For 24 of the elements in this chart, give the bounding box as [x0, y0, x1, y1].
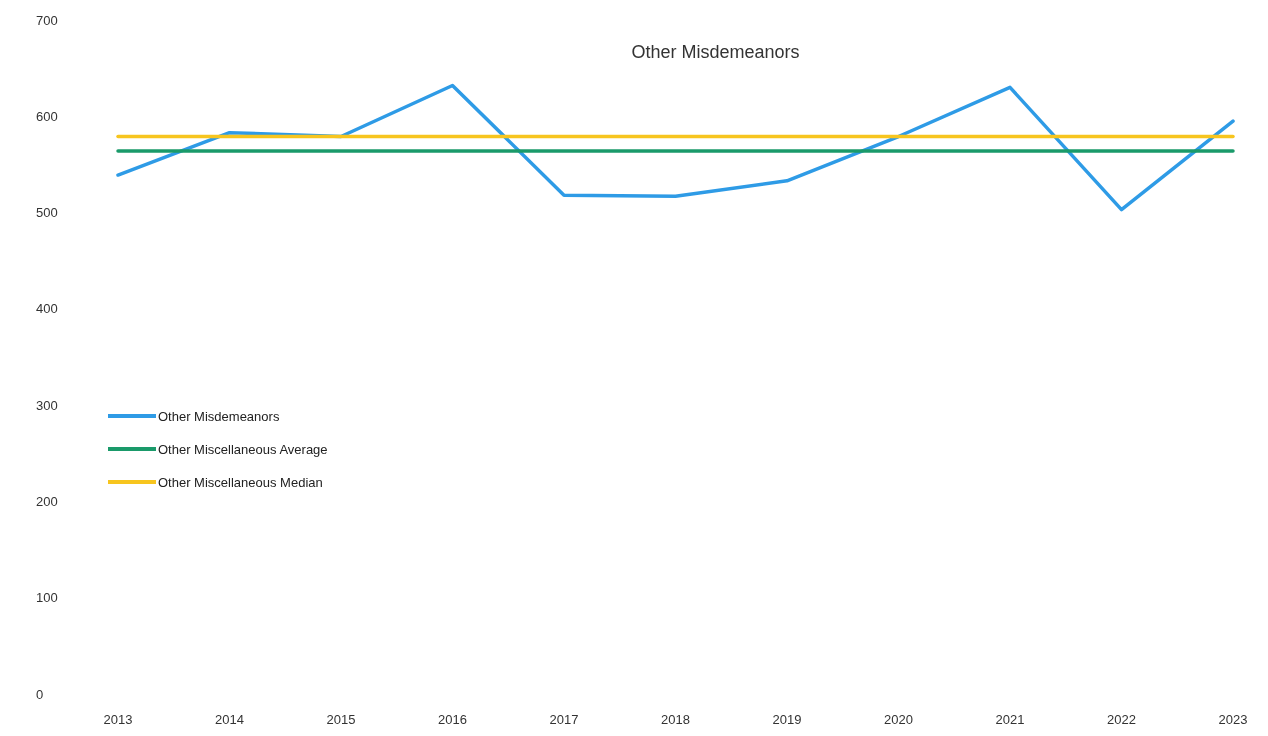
y-tick-label: 500	[36, 205, 58, 221]
legend-label: Other Miscellaneous Median	[158, 474, 323, 490]
x-tick-label: 2023	[1218, 712, 1248, 727]
x-tick-label: 2019	[772, 712, 802, 727]
y-tick-label: 600	[36, 108, 58, 124]
y-tick-label: 300	[36, 397, 58, 413]
x-tick-label: 2017	[549, 712, 579, 727]
x-tick-label: 2014	[215, 712, 244, 727]
x-tick-label: 2018	[661, 712, 690, 727]
y-tick-label: 700	[36, 12, 58, 28]
x-tick-label: 2015	[326, 712, 356, 727]
x-tick-label: 2022	[1107, 712, 1136, 727]
line-series	[116, 83, 1235, 212]
x-tick-label: 2016	[438, 712, 467, 727]
y-tick-label: 200	[36, 493, 58, 509]
x-tick-label: 2021	[995, 712, 1025, 727]
legend-label: Other Misdemeanors	[158, 408, 280, 424]
legend-label: Other Miscellaneous Average	[158, 441, 328, 457]
y-tick-label: 0	[36, 686, 44, 702]
y-tick-label: 400	[36, 301, 58, 317]
x-tick-label: 2020	[884, 712, 913, 727]
y-tick-label: 100	[36, 590, 58, 606]
x-tick-label: 2013	[103, 712, 133, 727]
text: Other Misdemeanors	[631, 42, 800, 62]
